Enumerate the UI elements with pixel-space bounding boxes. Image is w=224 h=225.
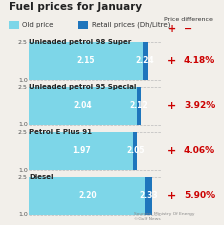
Bar [29, 177, 145, 214]
Text: +: + [166, 56, 176, 66]
Bar [143, 42, 148, 79]
Text: Unleaded petrol 95 Special: Unleaded petrol 95 Special [29, 84, 136, 90]
Text: +: + [166, 146, 176, 156]
Text: 4.06%: 4.06% [184, 146, 215, 155]
Bar [29, 132, 133, 169]
Text: 2.05: 2.05 [126, 146, 145, 155]
Text: +: + [166, 191, 176, 201]
Text: Petrol E Plus 91: Petrol E Plus 91 [29, 129, 92, 135]
Text: 2.04: 2.04 [74, 101, 92, 110]
Text: Old price: Old price [22, 22, 54, 28]
Text: 4.18%: 4.18% [184, 56, 215, 65]
Text: 2.15: 2.15 [77, 56, 95, 65]
Text: 5.90%: 5.90% [184, 191, 215, 200]
Text: +: + [168, 24, 176, 34]
Text: Fuel prices for January: Fuel prices for January [9, 2, 142, 12]
Text: 2.33: 2.33 [140, 191, 158, 200]
Text: Unleaded petrol 98 Super: Unleaded petrol 98 Super [29, 39, 131, 45]
Bar [78, 21, 88, 29]
Bar [145, 177, 152, 214]
Text: −: − [184, 24, 192, 34]
Text: Retail prices (Dh/Litre): Retail prices (Dh/Litre) [92, 22, 170, 28]
Text: 2.12: 2.12 [130, 101, 148, 110]
Bar [29, 87, 137, 124]
Text: 2.20: 2.20 [78, 191, 97, 200]
Bar [133, 132, 138, 169]
Bar [29, 42, 143, 79]
Text: +: + [166, 101, 176, 111]
Text: Diesel: Diesel [29, 174, 54, 180]
Text: Sources: Ministry Of Energy
©Gulf News: Sources: Ministry Of Energy ©Gulf News [134, 212, 195, 220]
Text: Price difference: Price difference [164, 17, 212, 22]
Bar [137, 87, 141, 124]
Text: 1.97: 1.97 [72, 146, 90, 155]
Text: 3.92%: 3.92% [184, 101, 215, 110]
Text: 2.24: 2.24 [136, 56, 155, 65]
Bar [9, 21, 19, 29]
